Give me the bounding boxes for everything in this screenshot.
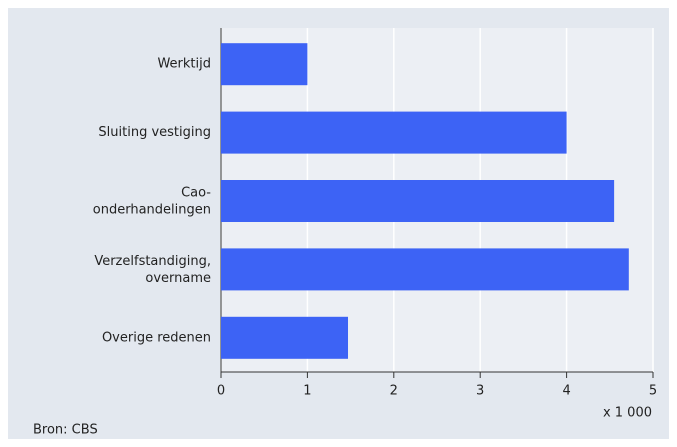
- x-axis-label: x 1 000: [603, 406, 652, 421]
- y-tick-label: Sluiting vestiging: [98, 125, 211, 140]
- x-tick-label: 1: [303, 384, 311, 399]
- source: Bron: CBS: [33, 423, 98, 438]
- bar: [221, 111, 567, 154]
- bar: [221, 180, 615, 222]
- bar: [221, 248, 629, 291]
- x-tick-label: 4: [562, 384, 570, 399]
- x-tick-label: 5: [649, 384, 657, 399]
- y-tick-label: Werktijd: [157, 57, 211, 72]
- x-tick-label: 2: [390, 384, 398, 399]
- y-tick-label: Overige redenen: [102, 330, 211, 345]
- x-tick-label: 3: [476, 384, 484, 399]
- bar: [221, 316, 349, 359]
- x-tick-label: 0: [217, 384, 225, 399]
- y-tick-label: Cao-onderhandelingen: [93, 185, 212, 217]
- y-tick-label: Verzelfstandiging, overname: [94, 253, 211, 285]
- bar: [221, 43, 308, 86]
